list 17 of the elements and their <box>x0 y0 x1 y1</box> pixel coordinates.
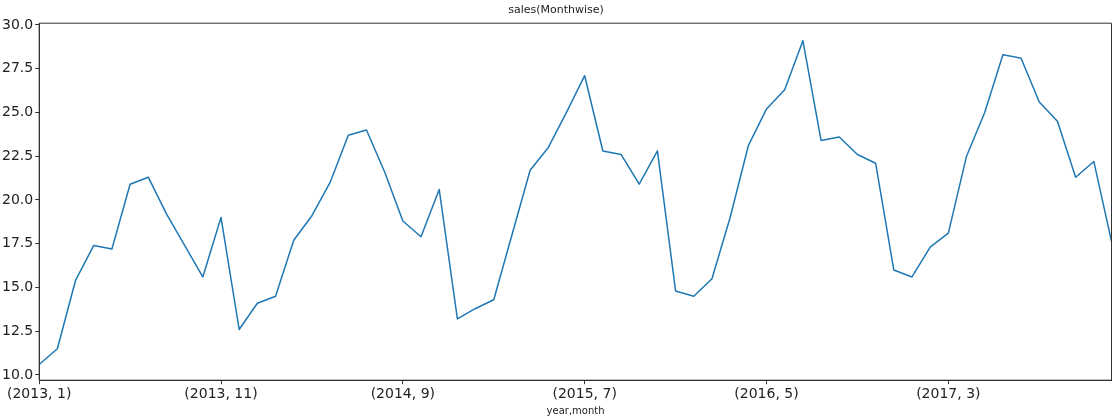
x-tick-label: (2014, 9) <box>370 385 436 402</box>
chart-title: sales(Monthwise) <box>508 3 604 17</box>
y-tick-label: 27.5 <box>2 59 34 76</box>
x-tick-label: (2017, 3) <box>916 385 981 402</box>
x-tick-label: (2013, 11) <box>184 385 258 402</box>
x-tick-label: (2016, 5) <box>734 385 799 402</box>
x-tick-label: (2013, 1) <box>6 385 72 402</box>
y-tick-label: 20.0 <box>2 190 34 207</box>
y-tick-label: 22.5 <box>2 146 34 163</box>
y-tick-label: 17.5 <box>2 234 34 251</box>
y-tick-label: 25.0 <box>2 103 34 120</box>
y-tick-label: 12.5 <box>2 321 34 338</box>
y-tick-label: 15.0 <box>2 278 34 295</box>
y-tick-label: 30.0 <box>2 15 34 32</box>
x-tick-label: (2015, 7) <box>552 385 617 402</box>
y-tick-label: 10.0 <box>2 365 34 382</box>
x-axis-title: year,month <box>546 404 605 416</box>
